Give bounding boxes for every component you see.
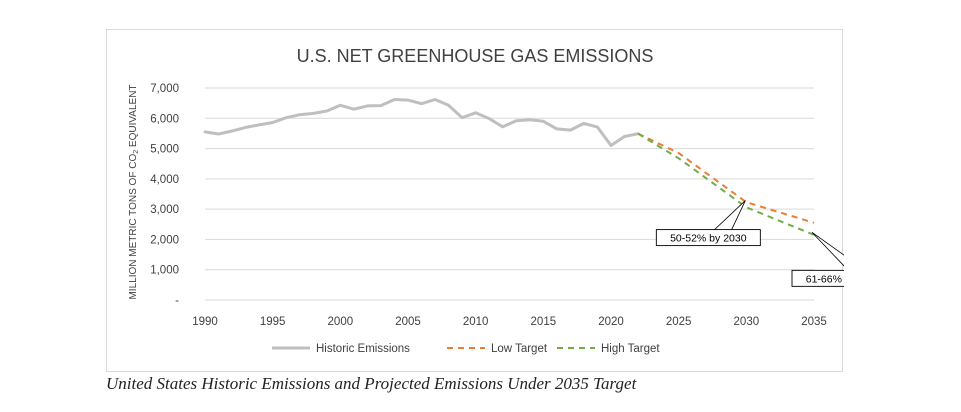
- x-tick-label-2020: 2020: [598, 316, 624, 328]
- y-tick-label-7000: 7,000: [150, 83, 179, 95]
- annotation-callout: 61-66% by 2035: [791, 232, 844, 287]
- y-tick-label-4000: 4,000: [150, 174, 179, 186]
- x-tick-label-2015: 2015: [531, 316, 557, 328]
- legend-label-high-target: High Target: [601, 343, 660, 355]
- x-tick-label-2010: 2010: [463, 316, 489, 328]
- y-tick-label-2000: 2,000: [150, 234, 179, 246]
- x-tick-label-2030: 2030: [734, 316, 760, 328]
- legend-label-low-target: Low Target: [491, 343, 548, 355]
- annotation-label: 61-66% by 2035: [806, 273, 844, 285]
- y-axis-label: MILLION METRIC TONS OF CO2 EQUIVALENT: [128, 84, 140, 299]
- x-tick-label-2005: 2005: [395, 316, 421, 328]
- x-tick-label-2025: 2025: [666, 316, 692, 328]
- chart-container: U.S. NET GREENHOUSE GAS EMISSIONS - 1,000…: [106, 29, 844, 372]
- annotation-box: [655, 229, 761, 247]
- series-line-historic-emissions: [203, 98, 640, 147]
- annotation-label: 50-52% by 2030: [670, 233, 747, 245]
- y-tick-label-5000: 5,000: [150, 144, 179, 156]
- annotation-pointer: [712, 200, 746, 231]
- x-tick-label-2035: 2035: [801, 316, 827, 328]
- legend-label-historic-emissions: Historic Emissions: [316, 343, 410, 355]
- y-tick-label-6000: 6,000: [150, 113, 179, 125]
- annotation-pointer: [811, 232, 844, 267]
- annotation-box: [791, 269, 844, 287]
- annotation-callout: 50-52% by 2030: [655, 200, 761, 247]
- series-line-low-target: [637, 132, 815, 224]
- x-tick-label-2000: 2000: [328, 316, 354, 328]
- figure-caption: United States Historic Emissions and Pro…: [106, 374, 637, 393]
- x-tick-label-1990: 1990: [192, 316, 218, 328]
- y-tick-label-1000: 1,000: [150, 265, 179, 277]
- series-line-high-target: [637, 132, 815, 236]
- chart-title: U.S. NET GREENHOUSE GAS EMISSIONS: [297, 46, 654, 66]
- emissions-chart: U.S. NET GREENHOUSE GAS EMISSIONS - 1,000…: [128, 46, 844, 355]
- x-tick-label-1995: 1995: [260, 316, 286, 328]
- y-tick-label-3000: 3,000: [150, 204, 179, 216]
- y-tick-label-0: -: [175, 295, 179, 307]
